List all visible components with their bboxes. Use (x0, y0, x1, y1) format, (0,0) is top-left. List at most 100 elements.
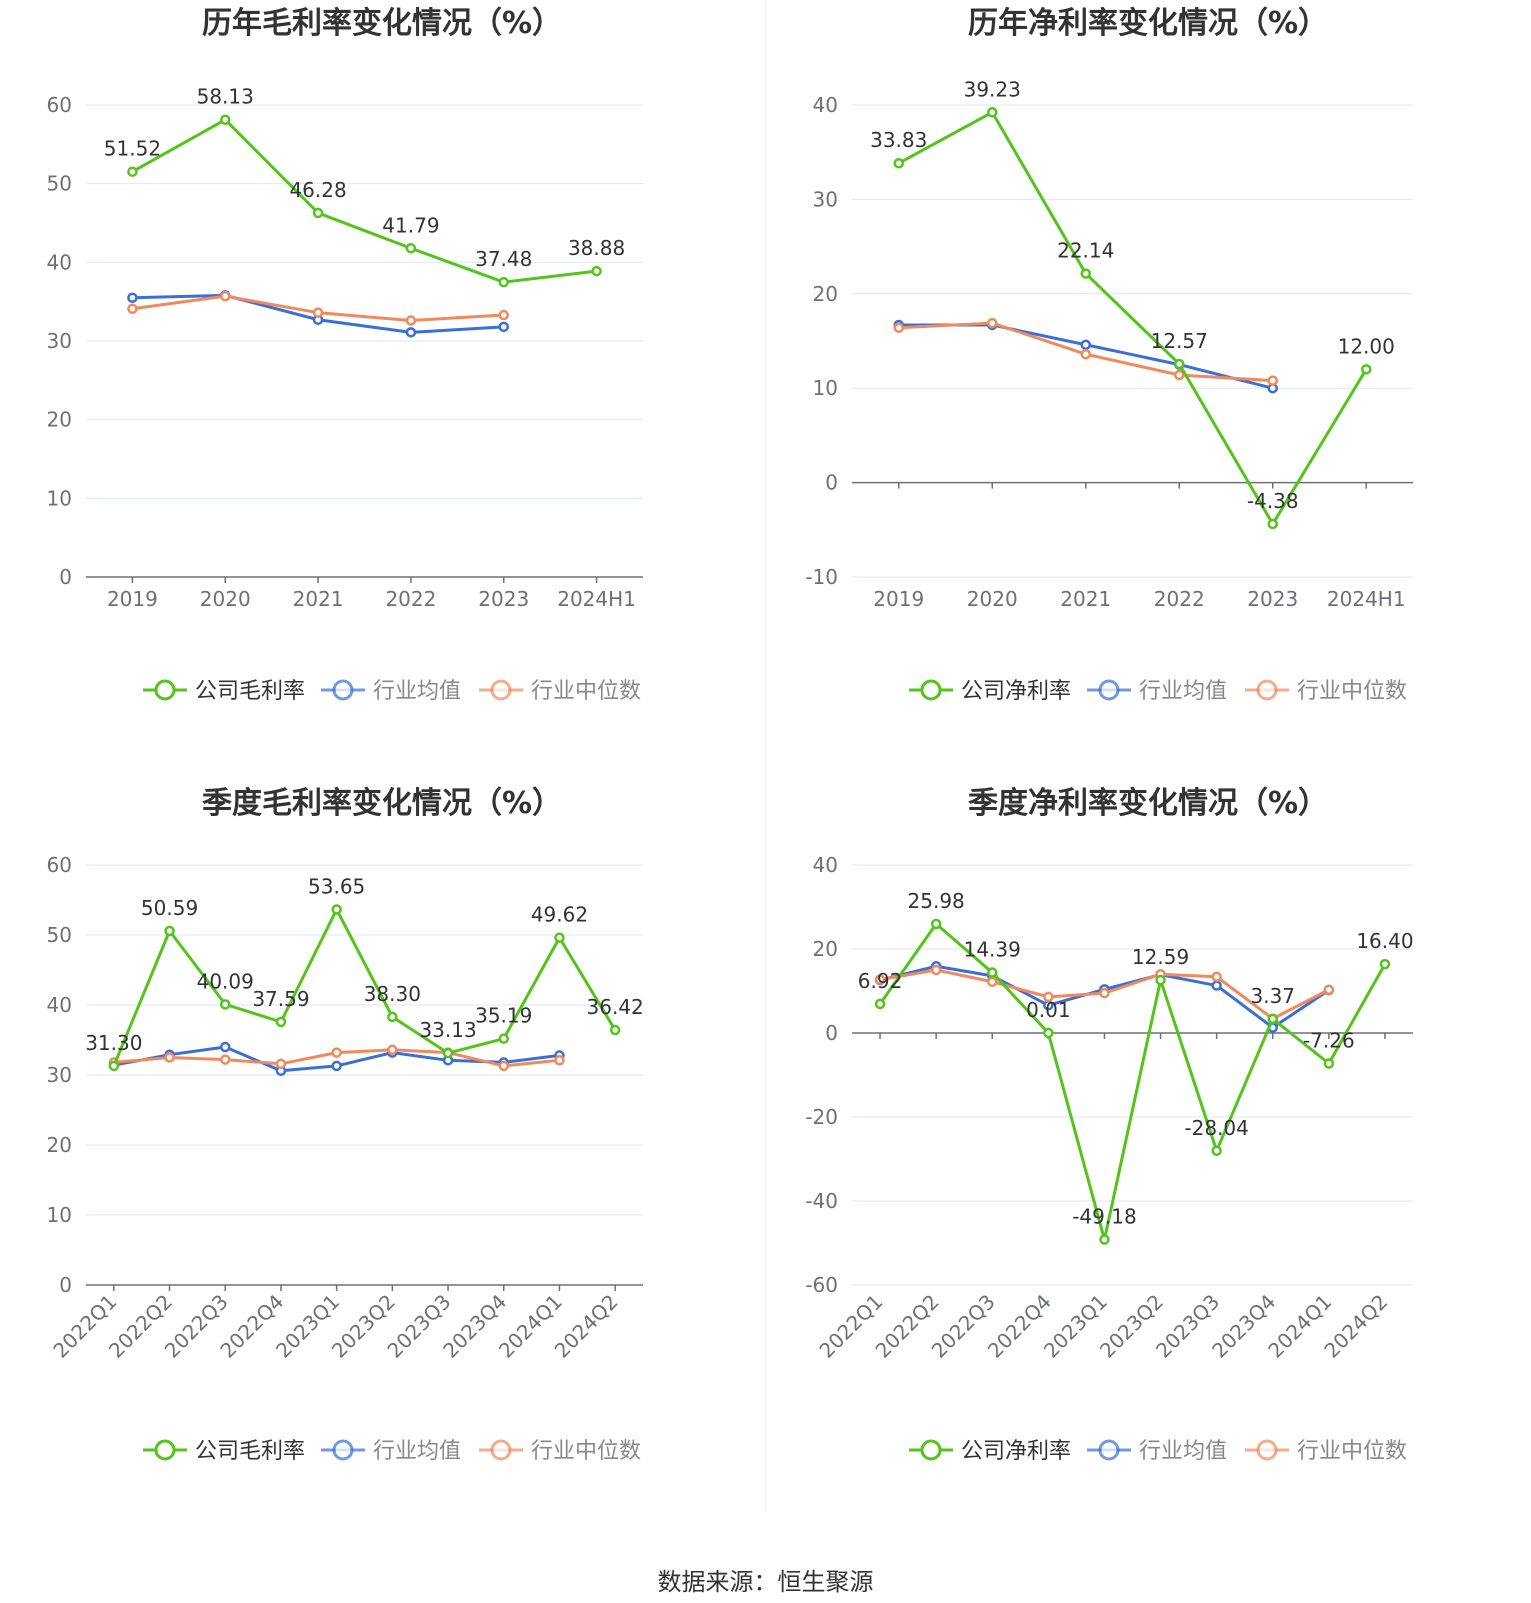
data-point-company (1267, 1013, 1278, 1025)
data-point-industry-median (312, 307, 324, 318)
x-tick-label: 2020 (200, 587, 251, 611)
data-label: 14.39 (964, 938, 1021, 962)
chart-annual-gross-margin: 历年毛利率变化情况（%） 0 10 20 30 40 50 60 2019 2020 2021 202… (47, 6, 643, 704)
chart-panel-quarterly-gross-margin: 季度毛利率变化情况（%） 0 10 20 30 40 50 60 2022Q1 2022Q2 202… (0, 780, 765, 1560)
data-point-industry-median (220, 290, 231, 302)
legend-label: 公司毛利率 (195, 1439, 305, 1464)
y-tick-label: 10 (47, 486, 72, 510)
y-tick-label: 50 (47, 923, 72, 947)
y-tick-label: 20 (813, 937, 838, 961)
data-point-industry-median (1043, 991, 1054, 1003)
data-point-industry-avg (1211, 980, 1222, 991)
x-tick-label: 2023 (1247, 587, 1298, 611)
data-point-industry-avg (127, 292, 138, 303)
legend-marker (1098, 1439, 1120, 1461)
x-tick-label: 2024H1 (1327, 587, 1406, 611)
y-tick-label: 10 (813, 376, 838, 400)
legend-item-industry-median: 行业中位数 (479, 679, 641, 704)
data-point-company (1211, 1145, 1222, 1157)
data-point-industry-avg (405, 327, 417, 338)
data-source: 数据来源：恒生聚源 (657, 1568, 874, 1596)
chart-panel-annual-gross-margin: 历年毛利率变化情况（%） 0 10 20 30 40 50 60 2019 2020 2021 202… (0, 0, 765, 780)
data-label: 49.62 (531, 903, 588, 927)
data-label: 16.40 (1356, 929, 1413, 953)
legend-label: 行业中位数 (1297, 1439, 1407, 1464)
legend-marker (154, 679, 176, 701)
data-point-industry-median (987, 317, 998, 329)
legend-item-industry-median: 行业中位数 (1245, 679, 1407, 704)
data-point-company (387, 1011, 398, 1023)
legend-item-industry-avg: 行业均值 (321, 1439, 461, 1464)
data-point-company (554, 932, 565, 943)
data-label: 35.19 (475, 1004, 532, 1028)
data-point-industry-avg (1080, 339, 1091, 351)
x-tick-label: 2024H1 (557, 587, 636, 611)
data-point-company (1267, 518, 1278, 530)
y-tick-label: 30 (47, 1063, 72, 1087)
x-tick-label: 2023 (478, 587, 529, 611)
data-label: 36.42 (587, 995, 644, 1019)
data-point-industry-median (275, 1058, 287, 1070)
legend-marker (1256, 679, 1278, 701)
chart-title: 历年净利率变化情况（%） (968, 6, 1328, 41)
legend-label: 行业均值 (1139, 1439, 1227, 1464)
data-point-company (164, 925, 175, 937)
data-label: -49.18 (1072, 1205, 1136, 1229)
data-point-company (987, 967, 998, 978)
series-line-company (898, 110, 1368, 526)
legend-item-industry-avg: 行业均值 (1087, 679, 1227, 704)
y-tick-label: 0 (825, 471, 838, 495)
data-label: 58.13 (197, 85, 254, 109)
y-tick-label: 40 (47, 993, 72, 1017)
data-point-company (874, 998, 886, 1010)
data-label: 53.65 (308, 874, 365, 898)
y-tick-label: -20 (805, 1105, 838, 1129)
y-tick-label: 20 (813, 282, 838, 306)
legend-item-industry-median: 行业中位数 (1245, 1439, 1407, 1464)
data-point-industry-median (1174, 369, 1185, 381)
legend-marker (1098, 679, 1120, 701)
legend-label: 行业均值 (373, 679, 461, 704)
chart-panel-quarterly-net-margin: 季度净利率变化情况（%） -60 -40 -20 0 20 40 2022Q1 2022Q2 20… (766, 780, 1531, 1560)
y-tick-label: 30 (47, 329, 72, 353)
series-line-company (112, 907, 617, 1067)
data-point-industry-median (930, 964, 942, 976)
data-label: 50.59 (141, 896, 198, 920)
legend-marker (920, 679, 942, 701)
x-tick-label: 2019 (107, 587, 158, 611)
data-point-industry-median (498, 1060, 509, 1072)
legend-label: 行业中位数 (1297, 679, 1407, 704)
legend-marker (490, 679, 512, 701)
data-label: -4.38 (1247, 489, 1299, 513)
y-tick-label: 0 (59, 565, 72, 589)
data-point-company (893, 157, 904, 169)
y-tick-label: 20 (47, 408, 72, 432)
data-label: 31.30 (85, 1031, 142, 1055)
legend-marker (154, 1439, 176, 1461)
data-point-industry-median (1080, 348, 1091, 360)
legend-item-industry-avg: 行业均值 (1087, 1439, 1227, 1464)
data-label: 12.00 (1338, 334, 1395, 358)
legend-marker (332, 1439, 354, 1461)
data-point-industry-median (1323, 984, 1335, 995)
x-tick-label: 2021 (1060, 587, 1111, 611)
series-line-company (878, 922, 1387, 1242)
data-label: 46.28 (289, 178, 346, 202)
data-label: 38.30 (364, 982, 421, 1006)
data-label: 37.59 (252, 987, 309, 1011)
data-point-company (1174, 358, 1185, 370)
data-point-industry-median (127, 303, 138, 314)
data-point-industry-median (1267, 375, 1278, 386)
data-point-industry-median (331, 1047, 342, 1058)
chart-title: 季度毛利率变化情况（%） (202, 786, 562, 821)
x-tick-label: 2019 (873, 587, 924, 611)
data-label: -28.04 (1184, 1116, 1248, 1140)
legend-item-company: 公司净利率 (909, 679, 1071, 704)
series-line-company (131, 118, 597, 284)
data-point-industry-avg (220, 1041, 231, 1053)
data-point-company (1043, 1027, 1054, 1039)
data-point-industry-median (387, 1044, 398, 1056)
data-point-industry-median (405, 315, 417, 326)
data-label: 3.37 (1250, 984, 1295, 1008)
chart-panel-annual-net-margin: 历年净利率变化情况（%） -10 0 10 20 30 40 2019 2020 2021 2022… (766, 0, 1531, 780)
